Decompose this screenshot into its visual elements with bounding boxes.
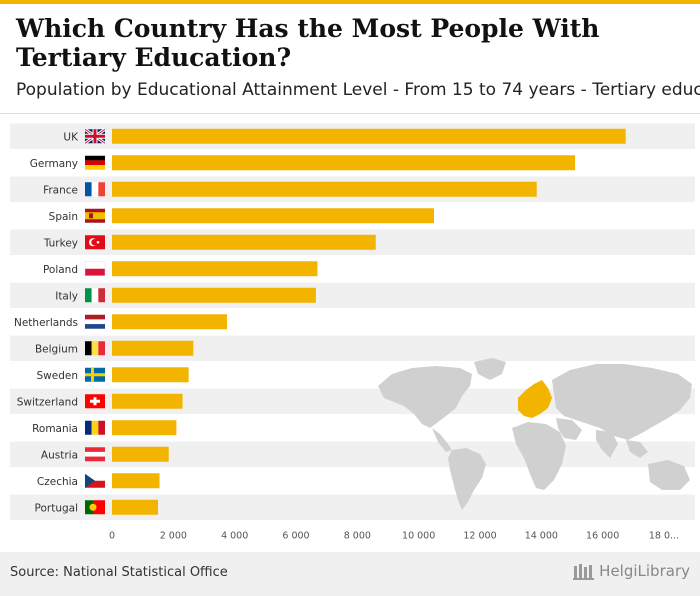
flag-austria-icon bbox=[85, 447, 105, 462]
category-label: Belgium bbox=[35, 343, 78, 355]
flag-romania-icon bbox=[85, 420, 105, 435]
category-label: Turkey bbox=[43, 237, 78, 249]
x-tick-label: 0 bbox=[109, 531, 115, 542]
flag-poland-icon bbox=[84, 261, 106, 276]
x-tick-label: 10 000 bbox=[402, 531, 435, 542]
flag-netherlands-icon bbox=[85, 314, 105, 329]
flag-turkey-icon bbox=[85, 235, 105, 250]
category-labels: UK Germany France Spain Turkey Poland Italy Net… bbox=[14, 131, 79, 514]
x-tick-label: 8 000 bbox=[344, 531, 371, 542]
bar-switzerland bbox=[112, 393, 183, 409]
logo-text: HelgiLibrary bbox=[599, 562, 690, 580]
bar-romania bbox=[112, 420, 177, 436]
library-icon bbox=[573, 564, 595, 580]
header-divider bbox=[0, 113, 700, 114]
category-label: Poland bbox=[43, 264, 78, 276]
flag-germany-icon bbox=[85, 155, 105, 170]
x-tick-label: 2 000 bbox=[160, 531, 187, 542]
bar-austria bbox=[112, 446, 169, 462]
bars bbox=[112, 128, 626, 515]
bar-chart: UK Germany France Spain Turkey Poland Italy Net… bbox=[10, 123, 695, 542]
x-axis-ticks: 0 2 000 4 000 6 000 8 000 10 000 12 000 14 000 1… bbox=[109, 531, 679, 542]
world-map-icon bbox=[378, 358, 692, 510]
chart-subtitle: Population by Educational Attainment Lev… bbox=[16, 80, 700, 100]
category-label: Italy bbox=[55, 290, 78, 302]
flag-portugal-icon bbox=[85, 500, 105, 515]
x-tick-label: 4 000 bbox=[221, 531, 248, 542]
category-label: Sweden bbox=[37, 370, 79, 382]
bar-portugal bbox=[112, 499, 158, 515]
flag-italy-icon bbox=[85, 288, 105, 303]
category-label: UK bbox=[63, 131, 79, 143]
top-accent-bar bbox=[0, 0, 700, 4]
flag-france-icon bbox=[85, 182, 105, 197]
category-label: Czechia bbox=[37, 476, 78, 488]
bar-sweden bbox=[112, 367, 189, 383]
category-label: France bbox=[43, 184, 78, 196]
category-label: Romania bbox=[32, 423, 78, 435]
category-label: Switzerland bbox=[17, 396, 78, 408]
bar-poland bbox=[112, 261, 318, 277]
chart-title: Which Country Has the Most People With T… bbox=[16, 14, 600, 72]
bar-uk bbox=[112, 128, 626, 144]
bar-france bbox=[112, 181, 537, 197]
flag-czechia-icon bbox=[85, 473, 105, 488]
x-tick-label: 14 000 bbox=[525, 531, 558, 542]
helgi-library-logo: HelgiLibrary bbox=[573, 562, 690, 580]
bar-germany bbox=[112, 155, 576, 171]
footer-band bbox=[0, 552, 700, 596]
x-tick-label: 6 000 bbox=[282, 531, 309, 542]
source-note: Source: National Statistical Office bbox=[10, 565, 228, 580]
bar-netherlands bbox=[112, 314, 227, 330]
bar-turkey bbox=[112, 234, 376, 250]
category-label: Germany bbox=[30, 158, 78, 170]
x-tick-label: 16 000 bbox=[586, 531, 619, 542]
country-flags bbox=[84, 128, 106, 515]
category-label: Netherlands bbox=[14, 317, 78, 329]
category-label: Portugal bbox=[35, 502, 79, 514]
flag-spain-icon bbox=[85, 208, 105, 223]
category-label: Austria bbox=[41, 449, 78, 461]
x-tick-label: 18 0... bbox=[649, 531, 679, 542]
bar-italy bbox=[112, 287, 316, 303]
flag-switzerland-icon bbox=[85, 394, 105, 409]
flag-sweden-icon bbox=[85, 367, 105, 382]
flag-uk-icon bbox=[84, 128, 106, 145]
x-tick-label: 12 000 bbox=[463, 531, 496, 542]
bar-spain bbox=[112, 208, 434, 224]
bar-belgium bbox=[112, 340, 194, 356]
category-label: Spain bbox=[49, 211, 78, 223]
bar-czechia bbox=[112, 473, 160, 489]
flag-belgium-icon bbox=[85, 341, 105, 356]
